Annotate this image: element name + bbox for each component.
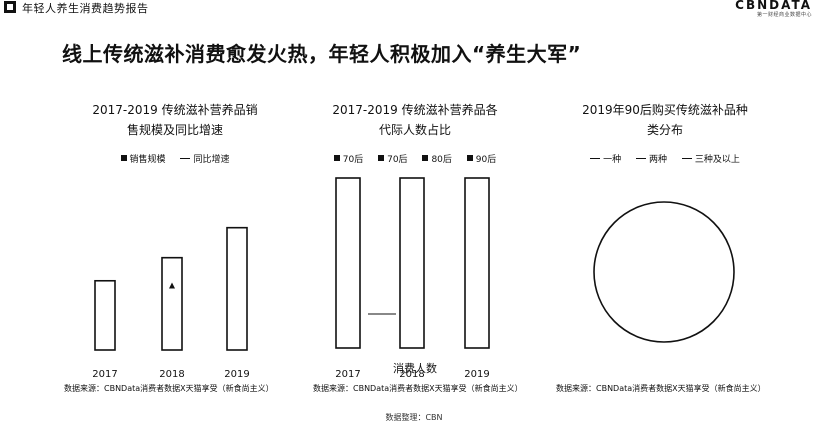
report-title: 年轻人养生消费趋势报告 bbox=[22, 2, 149, 15]
chart-title-line1: 2017-2019 传统滋补营养品销 bbox=[92, 103, 258, 117]
legend-label: 90后 bbox=[475, 155, 497, 165]
x-axis-label: 消费人数 bbox=[393, 362, 437, 375]
tick-label-2017: 2017 bbox=[335, 369, 360, 380]
legend-label: 两种 bbox=[648, 155, 667, 165]
category-pie-panel: 2019年90后购买传统滋补品种 类分布 一种 两种 三种及以上 bbox=[540, 100, 790, 400]
legend-item: 70后 bbox=[333, 152, 364, 165]
chart-title-line2: 类分布 bbox=[646, 123, 683, 137]
chart-title-line1: 2019年90后购买传统滋补品种 bbox=[582, 103, 748, 117]
legend-item-sales: 销售规模 bbox=[120, 152, 166, 165]
bar-2019 bbox=[226, 226, 248, 351]
chart-title-line1: 2017-2019 传统滋补营养品各 bbox=[332, 103, 498, 117]
legend-item: 一种 bbox=[590, 152, 621, 165]
bar-2019 bbox=[464, 177, 490, 349]
sales-chart-panel: 2017-2019 传统滋补营养品销 售规模及同比增速 销售规模 同比增速 20… bbox=[50, 100, 300, 400]
category-pie-chart bbox=[593, 201, 735, 343]
generation-chart-panel: 2017-2019 传统滋补营养品各 代际人数占比 70后 70后 80后 90… bbox=[290, 100, 540, 400]
chart-title-line2: 代际人数占比 bbox=[378, 123, 451, 137]
tick-label-2019: 2019 bbox=[224, 369, 249, 380]
legend-swatch-box-icon bbox=[422, 155, 429, 161]
data-source-note: 数据来源：CBNData消费者数据X天猫享受（新食尚主义） bbox=[64, 384, 274, 393]
pie-outline bbox=[593, 201, 735, 343]
legend-label: 三种及以上 bbox=[694, 155, 740, 165]
brand-icon bbox=[4, 1, 16, 13]
legend-label: 70后 bbox=[342, 155, 364, 165]
bar-2018 bbox=[161, 256, 183, 351]
data-source-note: 数据来源：CBNData消费者数据X天猫享受（新食尚主义） bbox=[556, 384, 766, 393]
tick-label-2018: 2018 bbox=[399, 369, 424, 380]
tick-label-2017: 2017 bbox=[92, 369, 117, 380]
legend-label: 80后 bbox=[431, 155, 452, 165]
legend-item: 三种及以上 bbox=[681, 152, 740, 165]
chart-legend: 销售规模 同比增速 bbox=[50, 152, 300, 165]
chart-title: 2019年90后购买传统滋补品种 类分布 bbox=[540, 100, 790, 140]
chart-title: 2017-2019 传统滋补营养品各 代际人数占比 bbox=[290, 100, 540, 140]
logo-subtitle: 第一财经商业数据中心 bbox=[756, 12, 812, 18]
legend-label: 70后 bbox=[387, 155, 408, 165]
legend-label: 同比增速 bbox=[193, 155, 230, 165]
page-footer-note: 数据整理：CBN bbox=[385, 413, 443, 422]
bar-2017 bbox=[94, 279, 116, 351]
page-headline: 线上传统滋补消费愈发火热，年轻人积极加入“养生大军” bbox=[62, 42, 582, 66]
data-source-note: 数据来源：CBNData消费者数据X天猫享受（新食尚主义） bbox=[313, 384, 523, 393]
legend-item-growth: 同比增速 bbox=[180, 152, 229, 165]
legend-item: 70后 bbox=[378, 152, 408, 165]
top-bar: 年轻人养生消费趋势报告 CBNDATA 第一财经商业数据中心 bbox=[0, 0, 828, 18]
generation-bar-chart: 2017 2018 2019 bbox=[335, 177, 490, 380]
bar-2018 bbox=[399, 177, 425, 349]
chart-title-line2: 售规模及同比增速 bbox=[126, 123, 223, 137]
legend-swatch-box-icon bbox=[120, 155, 127, 161]
legend-item: 80后 bbox=[422, 152, 452, 165]
chart-legend: 70后 70后 80后 90后 bbox=[290, 152, 540, 165]
legend-item: 两种 bbox=[635, 152, 667, 165]
growth-point-2018 bbox=[169, 282, 175, 289]
sales-bar-chart: 2017 2018 2019 bbox=[92, 226, 250, 380]
legend-swatch-box-icon bbox=[333, 155, 340, 161]
legend-swatch-box-icon bbox=[378, 155, 385, 161]
legend-item: 90后 bbox=[466, 152, 497, 165]
bar-2017 bbox=[335, 177, 361, 349]
cbndata-logo: CBNDATA bbox=[735, 0, 812, 12]
legend-swatch-line-icon bbox=[180, 158, 191, 159]
legend-swatch-line-icon bbox=[635, 158, 646, 159]
chart-legend: 一种 两种 三种及以上 bbox=[540, 152, 790, 165]
legend-label: 销售规模 bbox=[129, 155, 166, 165]
legend-label: 一种 bbox=[603, 155, 622, 165]
tick-label-2018: 2018 bbox=[159, 369, 184, 380]
chart-title: 2017-2019 传统滋补营养品销 售规模及同比增速 bbox=[50, 100, 300, 140]
tick-label-2019: 2019 bbox=[464, 369, 489, 380]
legend-swatch-line-icon bbox=[681, 158, 692, 159]
legend-swatch-box-icon bbox=[466, 155, 473, 161]
legend-swatch-line-icon bbox=[590, 158, 601, 159]
